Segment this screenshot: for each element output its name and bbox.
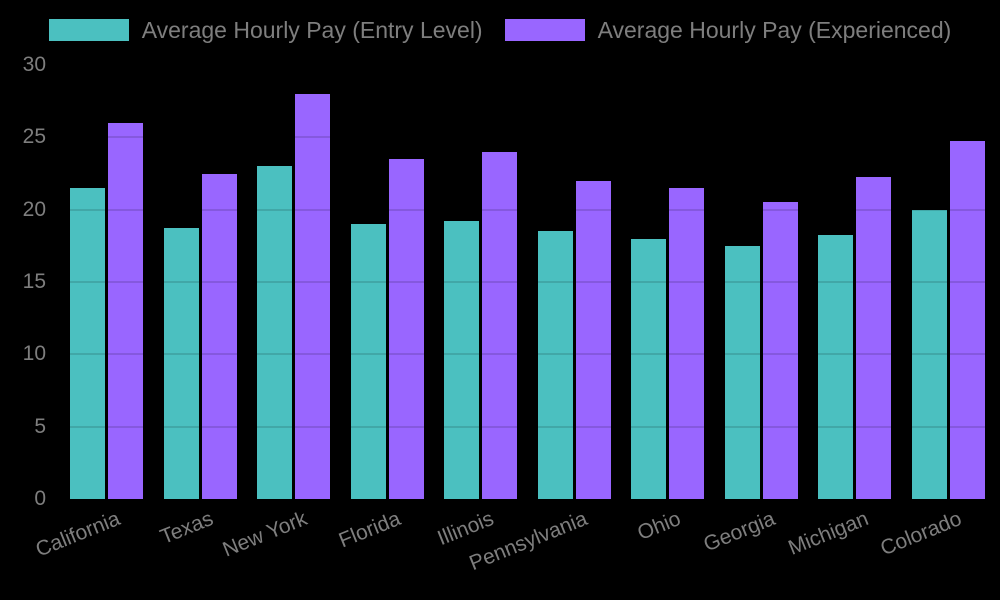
y-tick-label-15: 15 [22, 270, 46, 293]
chart-legend: Average Hourly Pay (Entry Level) Average… [0, 17, 1000, 43]
x-label-colorado: Colorado [877, 507, 965, 561]
y-tick-label-20: 20 [22, 197, 46, 221]
y-tick-label-10: 10 [22, 342, 46, 366]
bar-colorado-experienced[interactable] [949, 140, 985, 499]
bar-california-experienced[interactable] [108, 122, 144, 499]
gridline-25 [60, 136, 995, 139]
x-label-georgia: Georgia [699, 507, 778, 557]
legend-label-experienced: Average Hourly Pay (Experienced) [597, 17, 952, 43]
bar-michigan-entry[interactable] [818, 234, 854, 499]
bar-ohio-entry[interactable] [631, 238, 667, 499]
bar-new-york-experienced[interactable] [295, 93, 331, 499]
bar-new-york-entry[interactable] [257, 166, 293, 499]
bar-texas-experienced[interactable] [201, 173, 237, 499]
bar-florida-experienced[interactable] [388, 159, 424, 499]
x-label-michigan: Michigan [784, 507, 872, 560]
bar-michigan-experienced[interactable] [856, 177, 892, 499]
bar-illinois-entry[interactable] [444, 220, 480, 499]
gridline-5 [60, 425, 995, 428]
legend-item-entry-level[interactable]: Average Hourly Pay (Entry Level) [48, 17, 483, 43]
legend-item-experienced[interactable]: Average Hourly Pay (Experienced) [504, 17, 952, 43]
bar-illinois-experienced[interactable] [482, 151, 518, 499]
x-label-california: California [32, 507, 124, 562]
y-tick-label-5: 5 [34, 414, 46, 438]
x-label-texas: Texas [157, 507, 217, 549]
experienced-swatch-icon [504, 19, 585, 41]
bar-ohio-experienced[interactable] [669, 187, 705, 499]
bar-pennsylvania-entry[interactable] [537, 231, 573, 499]
bar-california-entry[interactable] [70, 187, 106, 499]
gridline-30 [60, 64, 995, 66]
bar-pennsylvania-experienced[interactable] [575, 180, 611, 499]
x-label-new-york: New York [219, 507, 311, 562]
x-label-florida: Florida [335, 507, 404, 553]
gridline-20 [60, 208, 995, 211]
bar-texas-entry[interactable] [163, 227, 199, 499]
gridline-15 [60, 281, 995, 283]
entry-level-swatch-icon [48, 19, 129, 41]
y-tick-label-0: 0 [34, 487, 46, 510]
bar-georgia-experienced[interactable] [762, 202, 798, 499]
y-tick-label-30: 30 [22, 53, 46, 76]
legend-label-entry-level: Average Hourly Pay (Entry Level) [141, 17, 483, 43]
bar-georgia-entry[interactable] [724, 245, 760, 499]
gridline-10 [60, 353, 995, 356]
bar-florida-entry[interactable] [350, 224, 386, 499]
bar-colorado-entry[interactable] [911, 209, 947, 499]
y-tick-label-25: 25 [22, 125, 46, 149]
x-label-ohio: Ohio [634, 507, 685, 545]
